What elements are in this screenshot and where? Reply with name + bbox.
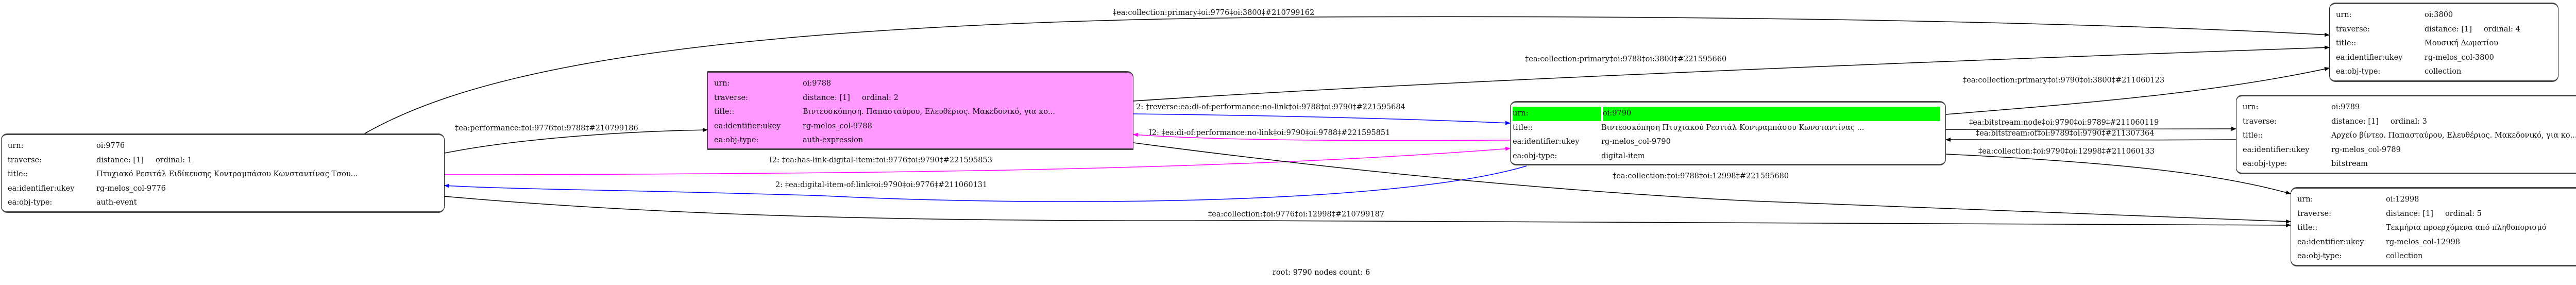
edge-9788-9790: 2: ‡reverse:ea:di-of:performance:no-link… bbox=[1133, 103, 1511, 125]
edge-9789-9790: ‡ea:bitstream:of‡oi:9789‡oi:9790‡#211307… bbox=[1945, 129, 2236, 142]
edge-label: ‡ea:collection:‡oi:9790‡oi:12998‡#211060… bbox=[1978, 147, 2155, 156]
field-key: ea:identifier:ukey bbox=[714, 122, 781, 130]
edge-9790-3800: ‡ea:collection:primary‡oi:9790‡oi:3800‡#… bbox=[1945, 66, 2330, 115]
field-key: title:: bbox=[1513, 123, 1533, 132]
traverse-value: distance: [1] ordinal: 2 bbox=[803, 93, 899, 102]
edge-line bbox=[364, 16, 2330, 134]
node-oi-9790-root[interactable]: urn: oi:9790 title:: Βιντεοσκόπηση Πτυχιακ… bbox=[1510, 101, 1946, 165]
edge-9776-9788: ‡ea:performance:‡oi:9776‡oi:9788‡#210799… bbox=[444, 124, 708, 154]
edge-line bbox=[444, 165, 1527, 202]
edge-line bbox=[1133, 113, 1511, 125]
field-key: ea:obj-type: bbox=[8, 198, 53, 207]
edge-line bbox=[1945, 154, 2291, 195]
edge-label: I2: ‡ea:has-link-digital-item:‡oi:9776‡o… bbox=[769, 156, 992, 164]
field-key: ea:obj-type: bbox=[2243, 160, 2287, 168]
ukey-value: rg-melos_col-9789 bbox=[2331, 145, 2401, 154]
field-key: urn: bbox=[2297, 195, 2313, 204]
edge-line bbox=[444, 128, 708, 154]
field-key: traverse: bbox=[2297, 209, 2332, 218]
node-oi-9776[interactable]: urn: oi:9776 traverse: distance: [1] ordin… bbox=[1, 133, 445, 213]
node-oi-9788[interactable]: urn: oi:9788 traverse: distance: [1] ordin… bbox=[707, 71, 1133, 150]
edge-label: ‡ea:collection:primary‡oi:9790‡oi:3800‡#… bbox=[1963, 76, 2164, 85]
edge-9788-3800: ‡ea:collection:primary‡oi:9788‡oi:3800‡#… bbox=[1133, 45, 2330, 102]
obj-type-value: collection bbox=[2386, 252, 2423, 260]
edge-9776-9790: I2: ‡ea:has-link-digital-item:‡oi:9776‡o… bbox=[444, 146, 1511, 175]
field-key: ea:identifier:ukey bbox=[2243, 145, 2310, 154]
obj-type-value: bitstream bbox=[2331, 160, 2368, 168]
edge-label: ‡ea:collection:primary‡oi:9788‡oi:3800‡#… bbox=[1525, 55, 1726, 63]
title-value: Πτυχιακό Ρεσιτάλ Ειδίκευσης Κοντραμπάσου… bbox=[96, 170, 358, 178]
field-key: traverse: bbox=[8, 156, 42, 164]
edge-label: ‡ea:performance:‡oi:9776‡oi:9788‡#210799… bbox=[455, 124, 638, 132]
field-key: ea:obj-type: bbox=[714, 136, 759, 144]
field-key: traverse: bbox=[714, 93, 749, 102]
edge-label: I2: ‡ea:di-of:performance:no-link‡oi:979… bbox=[1149, 129, 1390, 137]
title-value: Αρχείο βίντεο. Παπασταύρου, Ελευθέριος. … bbox=[2331, 131, 2576, 140]
urn-value: oi:9788 bbox=[803, 79, 832, 88]
traverse-value: distance: [1] ordinal: 5 bbox=[2386, 209, 2482, 218]
field-key: traverse: bbox=[2336, 25, 2370, 33]
edge-label: 2: ‡ea:digital-item-of:link‡oi:9790‡oi:9… bbox=[775, 181, 987, 189]
obj-type-value: collection bbox=[2425, 68, 2462, 76]
field-key: urn: bbox=[8, 142, 24, 150]
field-key: ea:obj-type: bbox=[2297, 252, 2342, 260]
edge-label: ‡ea:collection:‡oi:9788‡oi:12998‡#221595… bbox=[1613, 172, 1789, 180]
node-oi-12998[interactable]: urn: oi:12998 traverse: distance: [1] ordi… bbox=[2291, 187, 2576, 266]
obj-type-value: digital-item bbox=[1601, 152, 1645, 160]
node-oi-3800[interactable]: urn: oi:3800 traverse: distance: [1] ordin… bbox=[2329, 3, 2558, 82]
traverse-value: distance: [1] ordinal: 3 bbox=[2331, 117, 2427, 126]
field-key: title:: bbox=[8, 170, 28, 178]
ukey-value: rg-melos_col-9788 bbox=[803, 122, 872, 130]
field-key: ea:identifier:ukey bbox=[2336, 53, 2403, 62]
field-key: urn: bbox=[2243, 103, 2259, 111]
urn-value: oi:9789 bbox=[2331, 103, 2360, 111]
field-key: urn: bbox=[1513, 107, 1601, 121]
edge-label: ‡ea:collection:primary‡oi:9776‡oi:3800‡#… bbox=[1113, 9, 1314, 17]
edge-line bbox=[1133, 45, 2330, 102]
field-key: title:: bbox=[714, 108, 735, 116]
urn-value: oi:12998 bbox=[2386, 195, 2419, 204]
field-key: title:: bbox=[2297, 224, 2318, 232]
edge-9790-9788: I2: ‡ea:di-of:performance:no-link‡oi:979… bbox=[1133, 129, 1511, 141]
field-key: title:: bbox=[2336, 39, 2357, 47]
ukey-value: rg-melos_col-12998 bbox=[2386, 238, 2461, 246]
obj-type-value: auth-expression bbox=[803, 136, 863, 144]
field-key: urn: bbox=[714, 79, 730, 88]
title-value: Μουσική Δωματίου bbox=[2425, 39, 2499, 47]
edge-line bbox=[1133, 132, 1511, 141]
edge-9790-9789: ‡ea:bitstream:node‡oi:9790‡oi:9789‡#2110… bbox=[1945, 119, 2236, 131]
urn-value: oi:3800 bbox=[2425, 11, 2453, 19]
edge-label: ‡ea:bitstream:node‡oi:9790‡oi:9789‡#2110… bbox=[1969, 119, 2159, 127]
edge-label: ‡ea:collection:‡oi:9776‡oi:12998‡#210799… bbox=[1208, 210, 1384, 219]
field-key: title:: bbox=[2243, 131, 2263, 140]
traverse-value: distance: [1] ordinal: 4 bbox=[2425, 25, 2520, 33]
edge-9790-12998: ‡ea:collection:‡oi:9790‡oi:12998‡#211060… bbox=[1945, 147, 2291, 195]
node-oi-9789[interactable]: urn: oi:9789 traverse: distance: [1] ordin… bbox=[2236, 95, 2576, 174]
title-value: Βιντεοσκόπηση Πτυχιακού Ρεσιτάλ Κοντραμπ… bbox=[1601, 123, 1865, 132]
obj-type-value: auth-event bbox=[96, 198, 137, 207]
field-key: ea:obj-type: bbox=[2336, 68, 2381, 76]
field-key: traverse: bbox=[2243, 117, 2277, 126]
ukey-value: rg-melos_col-9776 bbox=[96, 184, 166, 193]
title-value: Τεκμήρια προερχόμενα από πληθοπορισμό bbox=[2386, 224, 2547, 232]
edge-line bbox=[444, 146, 1511, 175]
title-value: Βιντεοσκόπηση. Παπασταύρου, Ελευθέριος. … bbox=[803, 108, 1055, 116]
urn-value: oi:9776 bbox=[96, 142, 125, 150]
edge-9790-9776: 2: ‡ea:digital-item-of:link‡oi:9790‡oi:9… bbox=[444, 165, 1527, 202]
field-key: ea:identifier:ukey bbox=[1513, 138, 1580, 146]
traverse-value: distance: [1] ordinal: 1 bbox=[96, 156, 192, 164]
edge-9776-3800: ‡ea:collection:primary‡oi:9776‡oi:3800‡#… bbox=[364, 9, 2330, 134]
field-key: ea:identifier:ukey bbox=[8, 184, 75, 193]
urn-value: oi:9790 bbox=[1603, 107, 1940, 121]
ukey-value: rg-melos_col-9790 bbox=[1601, 138, 1671, 146]
edge-label: ‡ea:bitstream:of‡oi:9789‡oi:9790‡#211307… bbox=[1976, 129, 2155, 138]
ukey-value: rg-melos_col-3800 bbox=[2425, 53, 2494, 62]
field-key: ea:obj-type: bbox=[1513, 152, 1557, 160]
field-key: ea:identifier:ukey bbox=[2297, 238, 2364, 246]
field-key: urn: bbox=[2336, 11, 2352, 19]
edge-line bbox=[1945, 66, 2330, 115]
edge-label: 2: ‡reverse:ea:di-of:performance:no-link… bbox=[1136, 103, 1405, 111]
root-caption: root: 9790 nodes count: 6 bbox=[1273, 269, 1370, 277]
